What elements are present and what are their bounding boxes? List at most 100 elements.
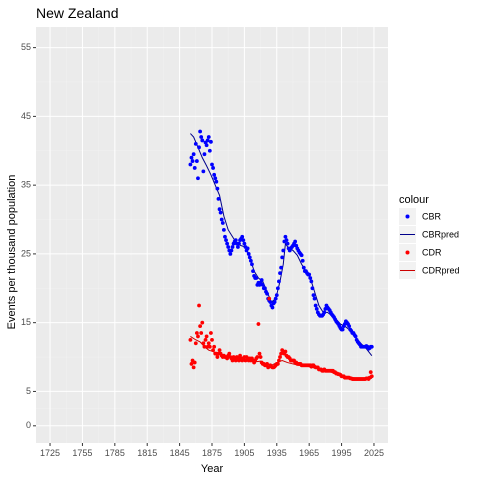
cdr-point (277, 358, 281, 363)
cdr-point (194, 331, 199, 335)
x-tick-label: 1995 (332, 448, 352, 458)
legend-label-cdr: CDR (422, 247, 442, 257)
cbr-point (293, 239, 298, 244)
x-tick-label: 1755 (72, 448, 92, 458)
cbr-point (218, 210, 223, 215)
cbr-point (204, 143, 209, 148)
cdr-point (204, 334, 209, 339)
cbr-point (216, 197, 221, 201)
cbr-point (207, 148, 212, 153)
cdr-point (368, 370, 373, 375)
y-tick-label: 5 (26, 386, 31, 396)
cbr-point (285, 241, 290, 246)
cbr-point (307, 272, 312, 277)
cbr-point (210, 162, 214, 167)
cdr-point (209, 331, 213, 335)
cbr-point (224, 238, 228, 243)
cbr-point (229, 248, 234, 253)
cdr-point (217, 348, 222, 353)
cdr-point (257, 351, 262, 356)
cbr-point (310, 286, 315, 291)
cdr-point (206, 341, 211, 346)
cbr-point (279, 265, 283, 270)
cbr-point (340, 327, 345, 332)
cdr-point (198, 324, 203, 329)
cbr-point (188, 162, 193, 167)
cbr-point (347, 324, 352, 329)
cbr-point (300, 258, 305, 263)
y-tick-label: 0 (26, 420, 31, 430)
cbr-point (247, 255, 252, 260)
cbr-point (263, 286, 267, 291)
cbr-point (275, 286, 280, 291)
cbr-point (250, 262, 254, 267)
x-tick-label: 1785 (105, 448, 125, 458)
cdr-point (188, 337, 193, 342)
cdr-point (369, 374, 374, 379)
legend-label-cbr: CBR (422, 211, 442, 221)
x-tick-label: 1905 (234, 448, 254, 458)
x-tick-label: 1935 (267, 448, 287, 458)
x-axis-label: Year (201, 463, 224, 475)
cbr-point (246, 252, 251, 256)
cbr-point (280, 255, 285, 260)
legend-symbol-cbr (405, 214, 410, 219)
cbr-point (274, 293, 279, 298)
x-tick-label: 2025 (364, 448, 384, 458)
cbr-point (209, 139, 213, 144)
cbr-point (259, 278, 264, 282)
cdr-point (192, 360, 197, 365)
x-tick-label: 1725 (40, 448, 60, 458)
cdr-point (202, 344, 207, 349)
cbr-point (212, 172, 217, 177)
cbr-point (221, 227, 226, 232)
cdr-point (255, 355, 260, 359)
cbr-point (215, 186, 220, 191)
cbr-point (197, 145, 201, 150)
cbr-point (230, 245, 235, 249)
cdr-point (267, 296, 272, 301)
cbr-point (268, 300, 273, 304)
cbr-point (311, 293, 316, 298)
cbr-point (251, 269, 255, 273)
cbr-point (223, 234, 227, 239)
chart-title: New Zealand (36, 5, 119, 21)
cdr-point (278, 355, 282, 359)
cbr-point (270, 305, 275, 310)
cdr-point (256, 322, 261, 326)
cbr-point (214, 179, 219, 184)
cbr-point (322, 310, 327, 315)
cdr-point (203, 337, 208, 342)
cbr-point (220, 221, 225, 225)
cbr-point (278, 271, 282, 276)
cdr-point (207, 344, 212, 349)
cdr-point (215, 355, 220, 359)
cdr-point (193, 341, 198, 346)
cbr-point (299, 253, 304, 258)
cdr-point (191, 365, 196, 370)
y-axis: 0 5 15 25 35 45 55 (21, 42, 36, 430)
cdr-point (199, 331, 204, 335)
cbr-point (213, 176, 218, 181)
cdr-point (227, 351, 232, 356)
x-tick-label: 1965 (299, 448, 319, 458)
cbr-point (242, 241, 247, 246)
legend-label-cbrpred: CBRpred (422, 229, 459, 239)
cbr-point (273, 296, 278, 301)
cbr-point (228, 252, 233, 256)
cbr-point (301, 265, 306, 270)
plot-panel (36, 27, 388, 443)
cbr-point (236, 245, 240, 249)
cdr-point (197, 303, 201, 308)
cbr-point (196, 176, 200, 181)
cdr-point (265, 362, 269, 366)
cbr-point (277, 279, 281, 284)
legend-symbol-cdr (405, 250, 410, 255)
cbr-point (189, 155, 194, 160)
cbr-point (205, 138, 210, 143)
y-tick-label: 15 (21, 317, 31, 327)
cbr-point (201, 169, 206, 174)
cbr-point (369, 344, 374, 349)
cbr-point (308, 276, 313, 280)
